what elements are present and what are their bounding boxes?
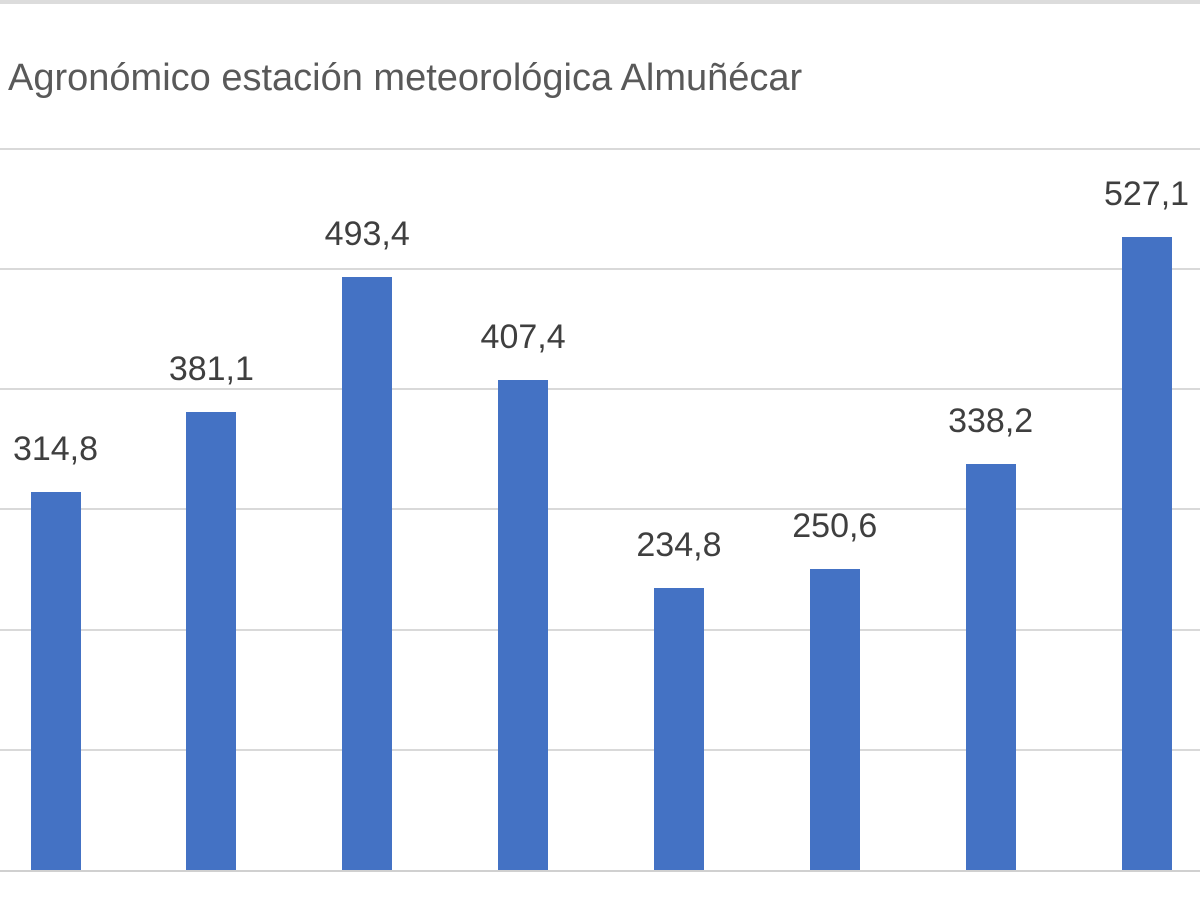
gridline-200 (0, 628, 1200, 631)
top-border-line (0, 0, 1200, 4)
gridline-100 (0, 748, 1200, 751)
gridline-500 (0, 268, 1200, 271)
bar-8 (1121, 236, 1172, 870)
gridline-300 (0, 508, 1200, 511)
bar-6 (809, 568, 860, 870)
bar-5 (653, 587, 704, 870)
data-label-6: 250,6 (792, 506, 878, 545)
bar-2 (186, 412, 237, 870)
data-label-5: 234,8 (636, 525, 722, 564)
bar-4 (498, 380, 549, 870)
x-axis-line (0, 870, 1200, 872)
data-label-7: 338,2 (948, 401, 1034, 440)
bar-3 (342, 277, 393, 870)
data-label-4: 407,4 (480, 318, 566, 357)
chart-title: Agronómico estación meteorológica Almuñé… (8, 57, 803, 99)
bar-1 (30, 491, 81, 870)
bar-7 (965, 463, 1016, 870)
data-label-8: 527,1 (1103, 174, 1190, 213)
data-label-1: 314,8 (12, 429, 99, 468)
gridline-600 (0, 147, 1200, 150)
gridline-400 (0, 388, 1200, 391)
data-label-2: 381,1 (168, 350, 254, 389)
data-label-3: 493,4 (324, 215, 410, 254)
